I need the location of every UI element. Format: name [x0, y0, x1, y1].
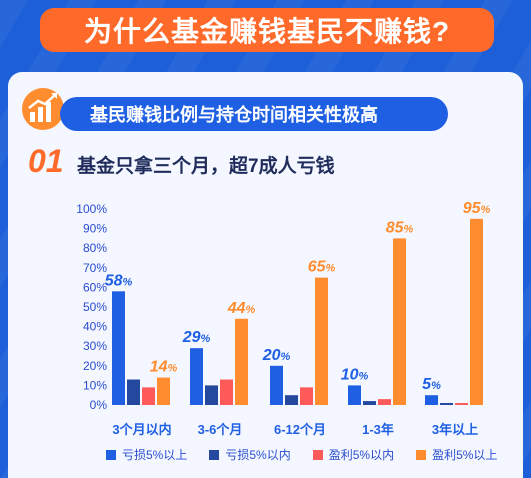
y-tick-label: 50%: [83, 300, 107, 314]
y-tick-label: 60%: [83, 280, 107, 294]
bar-1: [440, 403, 453, 405]
y-tick-label: 40%: [83, 320, 107, 334]
legend-swatch: [312, 449, 323, 460]
bar-1: [285, 395, 298, 405]
bar-0: [112, 291, 125, 405]
data-label: 5%: [422, 376, 441, 393]
legend-label: 亏损5%以内: [225, 448, 291, 462]
bar-2: [142, 387, 155, 405]
y-tick-label: 30%: [83, 339, 107, 353]
chart-legend: 亏损5%以上 亏损5%以内 盈利5%以内 盈利5%以上: [106, 446, 497, 463]
bar-2: [455, 403, 468, 405]
data-label: 29%: [182, 329, 211, 346]
section-number: 01: [28, 143, 64, 179]
bar-3: [470, 218, 483, 405]
x-tick-label: 3年以上: [432, 422, 478, 437]
data-label: 95%: [463, 200, 491, 217]
bar-3: [157, 377, 170, 405]
y-tick-label: 10%: [83, 378, 107, 392]
data-label: 65%: [308, 259, 336, 276]
legend-item: 盈利5%以内: [312, 446, 395, 463]
bar-3: [315, 277, 328, 405]
y-tick-label: 100%: [76, 202, 107, 216]
bar-1: [363, 401, 376, 405]
legend-item: 亏损5%以内: [209, 446, 291, 463]
bar-2: [220, 379, 233, 405]
bar-3: [235, 318, 248, 405]
y-tick-label: 70%: [83, 261, 107, 275]
y-tick-label: 80%: [83, 241, 107, 255]
x-tick-label: 3个月以内: [112, 422, 171, 437]
bar-0: [190, 348, 203, 405]
content-card: [8, 72, 523, 478]
bar-0: [270, 365, 283, 405]
legend-label: 盈利5%以内: [328, 448, 395, 462]
bar-0: [348, 385, 361, 405]
legend-item: 盈利5%以上: [416, 446, 497, 463]
page-title: 为什么基金赚钱基民不赚钱?: [40, 8, 494, 52]
y-tick-label: 20%: [83, 359, 107, 373]
bar-3: [393, 238, 406, 405]
legend-item: 亏损5%以上: [106, 446, 187, 463]
y-tick-label: 0%: [90, 398, 108, 412]
legend-label: 盈利5%以上: [432, 448, 498, 462]
data-label: 20%: [262, 347, 291, 364]
x-tick-label: 1-3年: [362, 422, 394, 437]
bar-2: [300, 387, 313, 405]
section-title: 基金只拿三个月，超7成人亏钱: [77, 156, 335, 177]
x-tick-label: 3-6个月: [198, 422, 243, 437]
subtitle: 基民赚钱比例与持仓时间相关性极高: [60, 97, 448, 131]
bar-1: [127, 379, 140, 405]
legend-label: 亏损5%以上: [122, 448, 188, 462]
legend-swatch: [106, 449, 116, 460]
legend-swatch: [416, 449, 427, 460]
bar-1: [205, 385, 218, 405]
data-label: 44%: [227, 300, 256, 317]
data-label: 85%: [386, 219, 414, 236]
x-tick-label: 6-12个月: [274, 422, 326, 437]
y-tick-label: 90%: [83, 222, 107, 236]
data-label: 10%: [341, 366, 369, 383]
bar-0: [425, 395, 438, 405]
data-label: 14%: [150, 359, 178, 376]
chart-growth-icon: [20, 86, 66, 132]
legend-swatch: [209, 449, 220, 460]
data-label: 58%: [105, 272, 133, 289]
bar-2: [378, 399, 391, 405]
